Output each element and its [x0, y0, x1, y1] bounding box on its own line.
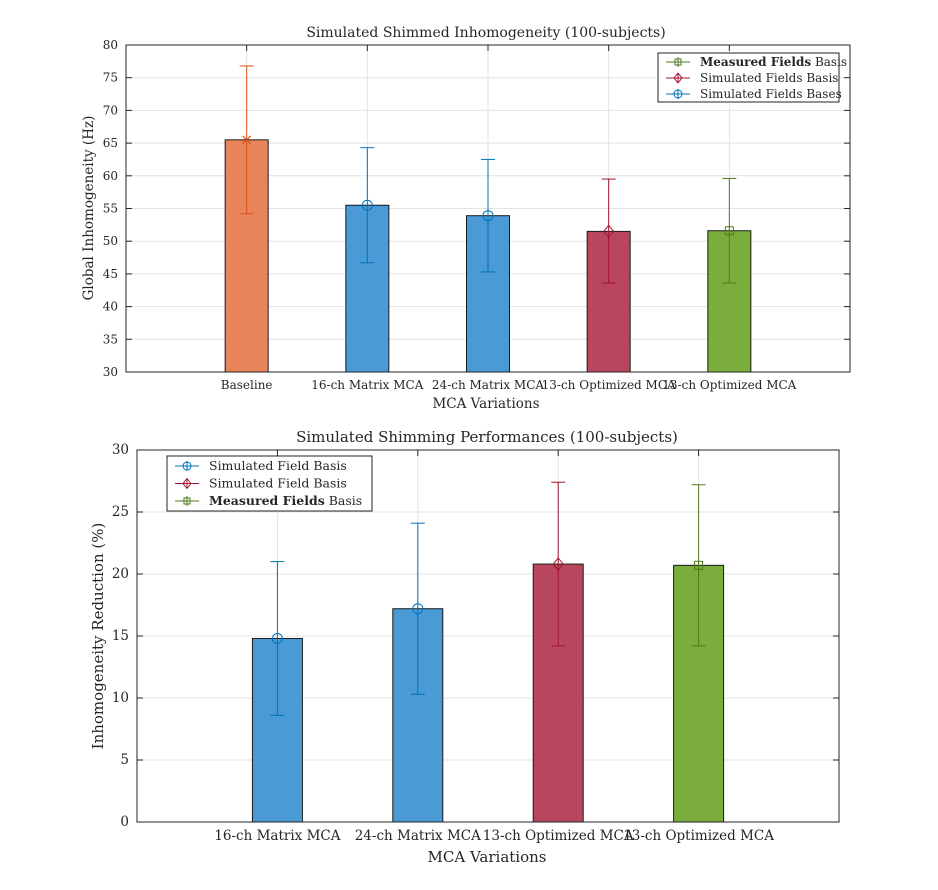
chart2-legend-label: Simulated Field Basis: [209, 458, 347, 473]
chart1: 30 35 40 45 50 55 60 65 70 75 80 Baseline 16-ch Matr…: [103, 38, 851, 392]
chart2-xtick-label: 16-ch Matrix MCA: [214, 828, 340, 844]
chart1-title: Simulated Shimmed Inhomogeneity (100-sub…: [306, 25, 665, 41]
chart2-marker-diamond: [552, 557, 564, 571]
chart2-ytick-label: 25: [112, 504, 129, 520]
chart1-marker-diamond: [603, 224, 615, 239]
chart2-legend-marker-square: [183, 497, 191, 505]
chart1-legend-label: Simulated Fields Bases: [700, 87, 842, 101]
legend-label-rest: Simulated Fields Bases: [700, 87, 842, 101]
chart2-title: Simulated Shimming Performances (100-sub…: [296, 428, 678, 446]
chart2-marker-circle: [271, 632, 283, 644]
chart1-ytick-label: 60: [103, 169, 118, 183]
legend-label-rest: Basis: [325, 493, 362, 508]
chart1-ytick-label: 50: [103, 234, 118, 248]
chart2-ytick-label: 30: [112, 442, 129, 458]
chart1-marker-circle: [482, 210, 494, 222]
chart2-marker-square: [694, 560, 704, 570]
chart2-ylabel: Inhomogeneity Reduction (%): [89, 523, 107, 750]
chart1-xtick-label: 13-ch Optimized MCA: [662, 378, 796, 392]
chart1-legend-marker-square: [674, 58, 682, 66]
chart1-marker-circle: [361, 199, 373, 211]
chart2: 0 5 10 15 20 25 30 16-ch Matrix MCA 24-ch Matrix…: [112, 442, 840, 844]
chart2-legend: [166, 455, 373, 512]
chart1-legend-label: Simulated Fields Basis: [700, 71, 838, 85]
chart2-ytick-label: 20: [112, 566, 129, 582]
chart2-ytick-label: 5: [120, 752, 129, 768]
chart1-marker-square: [724, 226, 734, 236]
chart1-ytick-label: 35: [103, 332, 118, 346]
legend-label-rest: Basis: [811, 55, 847, 69]
chart1-ytick-label: 70: [103, 103, 118, 117]
chart1-axes-box: [125, 44, 851, 373]
chart2-ytick-label: 10: [112, 690, 129, 706]
chart2-legend-label: Measured Fields Basis: [209, 493, 362, 508]
chart2-ytick-label: 15: [112, 628, 129, 644]
chart1-xtick-label: 13-ch Optimized MCA: [542, 378, 676, 392]
chart2-axes-box: [136, 449, 840, 823]
chart1-xtick-label: Baseline: [221, 378, 273, 392]
chart2-ytick-label: 0: [120, 814, 129, 830]
legend-label-rest: Simulated Field Basis: [209, 458, 347, 473]
chart2-legend-marker-diamond: [182, 477, 192, 490]
chart1-ylabel: Global Inhomogeneity (Hz): [81, 116, 97, 301]
chart2-xtick-label: 13-ch Optimized MCA: [623, 828, 774, 844]
legend-label-bold: Measured Fields: [209, 493, 325, 508]
chart2-legend-marker-circle: [182, 461, 192, 471]
chart1-ytick-label: 80: [103, 38, 118, 52]
chart2-xtick-label: 24-ch Matrix MCA: [355, 828, 481, 844]
chart1-xlabel: MCA Variations: [432, 396, 539, 412]
chart1-ytick-label: 55: [103, 202, 118, 216]
chart1-xtick-label: 16-ch Matrix MCA: [311, 378, 423, 392]
chart1-legend-marker-circle: [673, 89, 683, 99]
chart1-xtick-label: 24-ch Matrix MCA: [432, 378, 544, 392]
chart1-ytick-label: 75: [103, 71, 118, 85]
chart1-legend-label: Measured Fields Basis: [700, 55, 847, 69]
chart1-legend-marker-diamond: [673, 72, 683, 84]
legend-label-rest: Simulated Field Basis: [209, 476, 347, 491]
chart2-legend-label: Simulated Field Basis: [209, 476, 347, 491]
chart1-ytick-label: 65: [103, 136, 118, 150]
legend-label-rest: Simulated Fields Basis: [700, 71, 838, 85]
chart1-ytick-label: 45: [103, 267, 118, 281]
chart2-xlabel: MCA Variations: [428, 848, 547, 866]
chart2-marker-circle: [412, 603, 424, 615]
chart1-marker-x: [242, 135, 252, 145]
chart1-ytick-label: 30: [103, 365, 118, 379]
chart1-ytick-label: 40: [103, 300, 118, 314]
legend-label-bold: Measured Fields: [700, 55, 811, 69]
chart2-xtick-label: 13-ch Optimized MCA: [483, 828, 634, 844]
